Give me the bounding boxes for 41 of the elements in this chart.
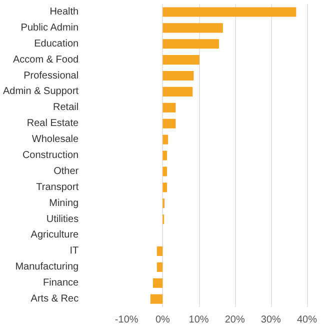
x-tick-label: -10% [114,314,138,326]
bar [162,134,168,144]
y-tick-label: Health [50,6,79,18]
x-tick-label: 30% [260,314,282,326]
y-tick-label: Public Admin [20,22,79,34]
x-tick-label: 40% [296,314,318,326]
y-tick-label: Admin & Support [2,86,79,98]
y-tick-label: Finance [43,278,80,289]
bar [162,182,168,192]
bar [152,278,163,288]
bar [162,7,296,17]
y-tick-label: Transport [36,182,79,193]
bar [162,118,176,128]
y-tick-label: Manufacturing [15,262,79,273]
bar [156,262,163,272]
bar [162,86,193,96]
x-tick-label: 20% [224,314,245,326]
bar [162,166,168,176]
bar [156,246,163,256]
x-tick-label: 0% [155,314,170,326]
bar [150,294,163,304]
y-tick-label: Professional [24,70,79,82]
y-tick-label: Other [54,166,80,177]
y-tick-label: Education [34,38,79,50]
bar [162,150,168,160]
y-tick-label: Accom & Food [13,54,79,66]
y-tick-label: Retail [53,102,79,114]
bar [162,23,223,33]
y-tick-label: Real Estate [26,118,80,130]
y-tick-label: Wholesale [32,134,80,146]
y-tick-label: Mining [49,198,79,209]
y-tick-label: Utilities [46,214,79,225]
bar [162,70,194,81]
y-tick-label: Construction [22,150,79,161]
bar [162,39,219,49]
bar [162,102,176,112]
y-tick-label: Arts & Rec [30,294,79,305]
x-tick-label: 10% [188,314,209,326]
y-tick-label: Agriculture [30,230,80,241]
y-tick-label: IT [70,246,79,257]
bar [162,55,200,65]
